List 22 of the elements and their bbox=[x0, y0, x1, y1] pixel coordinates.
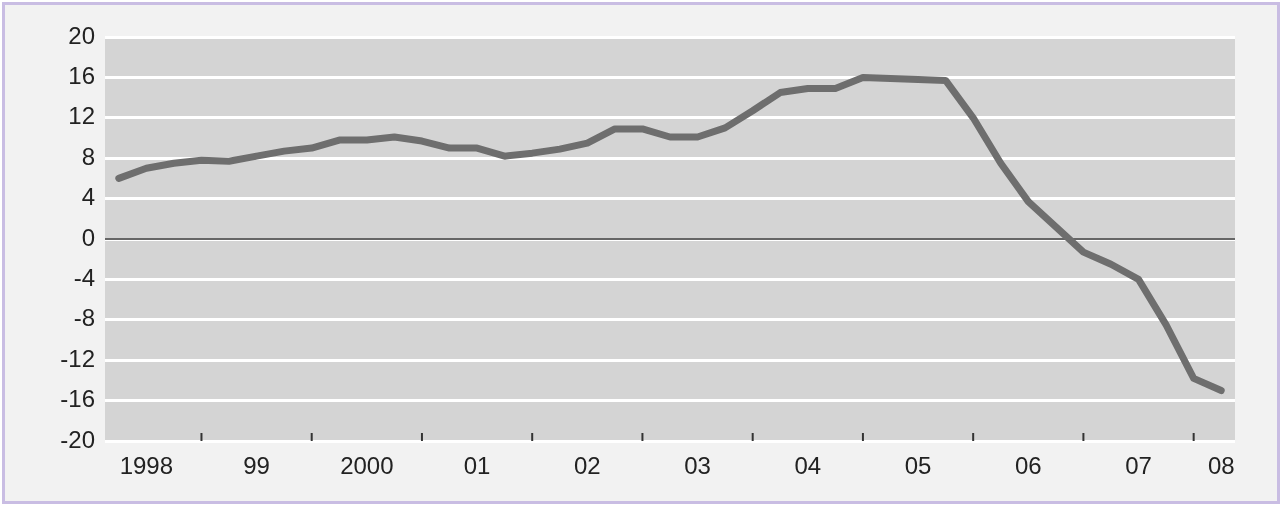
x-tick-label: 1998 bbox=[119, 452, 174, 480]
x-tick-label: 99 bbox=[243, 452, 270, 480]
y-tick-label: 12 bbox=[68, 102, 95, 130]
y-tick-label: -12 bbox=[60, 344, 95, 372]
x-tick-label: 03 bbox=[684, 452, 711, 480]
y-tick-label: -16 bbox=[60, 385, 95, 413]
y-tick-label: -4 bbox=[73, 264, 95, 292]
x-tick-label: 02 bbox=[573, 452, 601, 480]
x-tick-label: 06 bbox=[1014, 452, 1042, 480]
y-tick-label: 16 bbox=[68, 62, 95, 90]
x-tick-label: 01 bbox=[463, 452, 491, 480]
x-tick-label: 07 bbox=[1125, 452, 1152, 480]
y-tick-label: 0 bbox=[81, 223, 95, 251]
x-tick-label: 05 bbox=[904, 452, 932, 480]
y-tick-label: 4 bbox=[81, 183, 95, 211]
x-tick-label: 04 bbox=[794, 452, 822, 480]
x-tick-label: 2000 bbox=[340, 452, 394, 480]
x-tick-label: 08 bbox=[1207, 452, 1235, 480]
y-tick-label: 20 bbox=[68, 21, 95, 49]
y-tick-label: -8 bbox=[73, 304, 95, 332]
y-tick-label: -20 bbox=[60, 425, 95, 453]
y-tick-label: 8 bbox=[81, 142, 95, 170]
